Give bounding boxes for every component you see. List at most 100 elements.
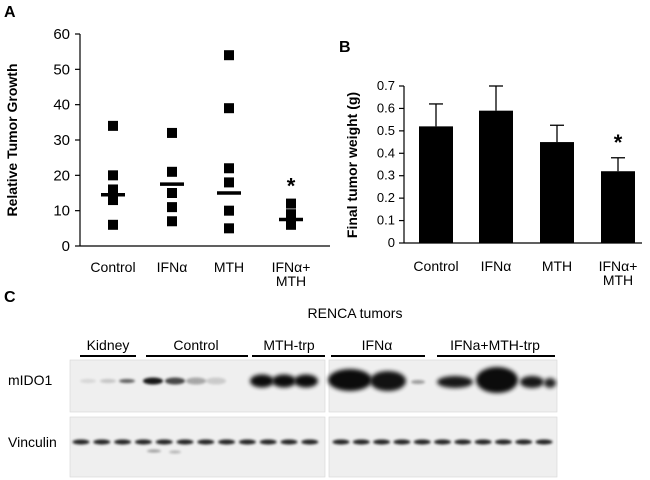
panel-b-bar: [419, 126, 453, 243]
panel-a-y-ticks: 0 10 20 30 40 50 60: [53, 26, 80, 255]
blot-band-mido1: [328, 369, 372, 391]
blot-band-vinculin: [238, 439, 256, 445]
panel-b-y-tick-label: 0.2: [377, 190, 395, 205]
blot-band-vinculin: [176, 439, 194, 445]
blot-band-mido1: [411, 380, 425, 384]
blot-band-vinculin: [434, 439, 451, 445]
blot-group-label: Kidney: [87, 337, 130, 353]
panel-a-data-point: [108, 170, 118, 181]
blot-band-mido1: [294, 374, 318, 388]
blot-band-vinculin: [474, 439, 492, 445]
panel-b-label: B: [339, 39, 351, 56]
blot-band-vinculin: [515, 439, 533, 445]
panel-b-x-tick-labels: Control IFNα MTH IFNα+ MTH: [413, 258, 637, 288]
panel-a-data-point: [286, 209, 296, 220]
panel-b-x-tick-label: Control: [413, 258, 458, 274]
panel-b-y-tick-label: 0.7: [377, 78, 395, 93]
panel-a-data-point: [108, 219, 118, 230]
blot-band-vinculin: [280, 439, 298, 445]
panel-a-x-tick-label: IFNα: [157, 259, 188, 275]
panel-c-western-blot: C RENCA tumors Kidney Control MTH-trp IFNα I…: [4, 289, 558, 478]
blot-row-labels: mIDO1 Vinculin: [8, 372, 57, 450]
panel-b-bars: [419, 110, 635, 244]
panel-a-data-point: [167, 166, 177, 177]
blot-band-vinculin: [413, 439, 431, 445]
panel-b-y-tick-label: 0.5: [377, 123, 395, 138]
blot-band-vinculin: [332, 439, 350, 445]
blot-band-mido1: [206, 377, 226, 385]
blot-band-vinculin: [301, 439, 319, 445]
blot-band-vinculin: [454, 439, 472, 445]
panel-b-y-tick-label: 0.4: [377, 145, 395, 160]
panel-a-data-point: [286, 198, 296, 209]
panel-a-data-point: [108, 184, 118, 195]
panel-a-data-point: [108, 120, 118, 131]
panel-b-bar-chart: B Final tumor weight (g) 0 0.1 0.2 0.3 0.4 0.…: [339, 39, 642, 288]
panel-b-y-tick-label: 0.1: [377, 213, 395, 228]
blot-images: [69, 359, 558, 478]
blot-group-label: IFNa+MTH-trp: [450, 337, 540, 353]
panel-a-x-tick-label: IFNα+ MTH: [272, 259, 311, 289]
blot-band-mido1: [143, 377, 163, 385]
blot-row-label-vinculin: Vinculin: [8, 434, 57, 450]
blot-band-mido1: [520, 376, 544, 388]
panel-b-x-tick-label: MTH: [542, 258, 572, 274]
blot-band-mido1: [272, 374, 296, 388]
blot-band-vinculin: [93, 439, 111, 445]
blot-band-vinculin: [134, 439, 152, 445]
blot-band-vinculin: [535, 439, 553, 445]
blot-band-mido1: [370, 371, 406, 391]
blot-band-vinculin: [147, 449, 161, 453]
blot-group-labels: Kidney Control MTH-trp IFNα IFNa+MTH-trp: [80, 337, 555, 357]
blot-band-vinculin: [197, 439, 215, 445]
blot-band-vinculin: [72, 439, 90, 445]
panel-a-data-point: [167, 127, 177, 138]
blot-band-mido1: [186, 377, 206, 385]
blot-band-vinculin: [393, 439, 411, 445]
panel-b-bar: [601, 171, 635, 243]
panel-a-y-tick-label: 10: [53, 203, 70, 220]
panel-b-x-tick-label: IFNα+ MTH: [599, 258, 638, 288]
panel-a-data-point: [224, 50, 234, 61]
panel-a-y-tick-label: 60: [53, 26, 70, 43]
panel-a-y-tick-label: 40: [53, 97, 70, 114]
panel-a-label: A: [4, 4, 16, 21]
panel-a-data-point: [108, 195, 118, 206]
blot-group-label: Control: [173, 337, 218, 353]
panel-b-significance-star: *: [614, 130, 623, 155]
blot-band-mido1: [544, 378, 556, 388]
panel-a-data-point: [167, 216, 177, 227]
panel-b-y-axis-title: Final tumor weight (g): [344, 92, 360, 238]
blot-band-mido1: [250, 374, 274, 388]
panel-a-data-point: [224, 103, 234, 114]
panel-a-significance-star: *: [287, 174, 296, 199]
panel-a-data-point: [224, 177, 234, 188]
blot-title: RENCA tumors: [308, 305, 403, 321]
panel-b-y-tick-label: 0.3: [377, 168, 395, 183]
blot-band-vinculin: [218, 439, 236, 445]
panel-b-error-bars: [429, 85, 625, 172]
panel-b-y-tick-label: 0: [388, 235, 395, 250]
panel-a-data-point: [286, 219, 296, 230]
blot-band-mido1: [437, 376, 473, 388]
blot-band-mido1: [165, 377, 185, 385]
blot-row-label-mido1: mIDO1: [8, 372, 53, 388]
blot-band-vinculin: [114, 439, 132, 445]
panel-a-data-points: [108, 50, 296, 234]
panel-a-x-tick-labels: Control IFNα MTH IFNα+ MTH: [90, 259, 310, 289]
panel-a-data-point: [224, 223, 234, 234]
panel-b-y-ticks: 0 0.1 0.2 0.3 0.4 0.5 0.6 0.7: [377, 78, 404, 250]
panel-a-data-point: [167, 188, 177, 198]
blot-band-mido1: [100, 379, 116, 383]
panel-a-data-point: [167, 202, 177, 213]
panel-b-bar: [479, 110, 513, 244]
blot-band-mido1: [119, 379, 135, 383]
panel-a-data-point: [224, 205, 234, 216]
panel-c-label: C: [4, 289, 16, 306]
panel-a-y-tick-label: 50: [53, 61, 70, 78]
panel-b-y-tick-label: 0.6: [377, 100, 395, 115]
blot-group-label: IFNα: [362, 337, 393, 353]
blot-band-mido1: [476, 367, 518, 393]
blot-band-vinculin: [373, 439, 391, 445]
